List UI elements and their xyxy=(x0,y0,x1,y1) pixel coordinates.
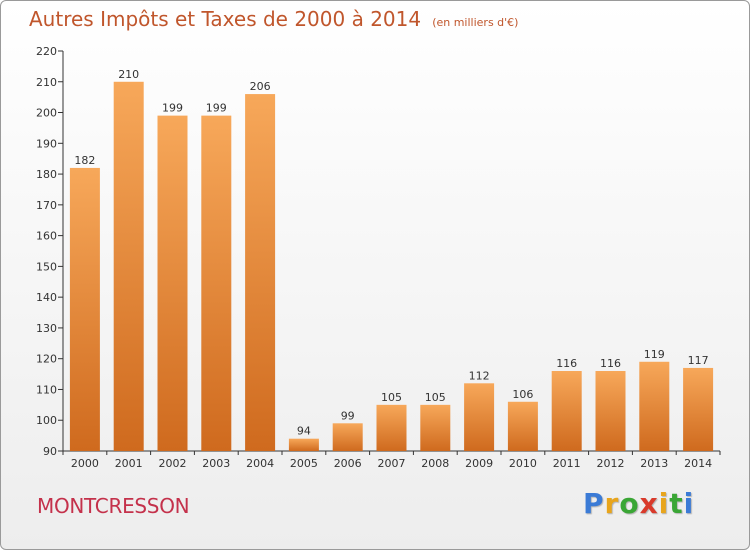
y-tick-label: 200 xyxy=(36,107,57,120)
bar-2001 xyxy=(113,81,144,452)
x-tick-label-2006: 2006 xyxy=(334,457,362,470)
value-label-2013: 119 xyxy=(644,348,665,361)
bar-2007 xyxy=(376,404,407,451)
logo-letter: o xyxy=(619,487,640,520)
title-row: Autres Impôts et Taxes de 2000 à 2014 (e… xyxy=(29,7,518,31)
bar-2006 xyxy=(332,423,363,451)
value-label-2007: 105 xyxy=(381,391,402,404)
y-tick-label: 190 xyxy=(36,137,57,150)
y-tick-label: 220 xyxy=(36,45,57,58)
y-tick-label: 210 xyxy=(36,76,57,89)
logo-letter: i xyxy=(658,487,670,520)
value-labels: 182 2000 210 2001 199 2002 199 2003 206 2004 94 200… xyxy=(71,68,712,470)
value-label-2001: 210 xyxy=(118,68,139,81)
value-label-2011: 116 xyxy=(556,357,577,370)
value-label-2004: 206 xyxy=(250,80,271,93)
x-tick-label-2000: 2000 xyxy=(71,457,99,470)
bar-2009 xyxy=(464,383,495,451)
bar-2003 xyxy=(201,115,232,451)
bar-2005 xyxy=(288,438,319,451)
logo-letter: P xyxy=(583,487,605,520)
x-tick-label-2011: 2011 xyxy=(553,457,581,470)
bar-2002 xyxy=(157,115,188,451)
logo-letter: t xyxy=(669,487,684,520)
axes: 90 100 110 120 130 140 150 160 170 180 190 200 210 22… xyxy=(36,45,721,458)
value-label-2010: 106 xyxy=(512,388,533,401)
bar-2014 xyxy=(683,367,714,451)
bar-2013 xyxy=(639,361,670,451)
x-tick-label-2008: 2008 xyxy=(421,457,449,470)
y-tick-label: 140 xyxy=(36,291,57,304)
y-tick-label: 90 xyxy=(43,445,57,458)
bar-2008 xyxy=(420,404,451,451)
value-label-2000: 182 xyxy=(74,154,95,167)
logo-letter: i xyxy=(683,487,695,520)
y-tick-label: 120 xyxy=(36,353,57,366)
x-tick-label-2012: 2012 xyxy=(597,457,625,470)
value-label-2012: 116 xyxy=(600,357,621,370)
bar-2012 xyxy=(595,371,626,451)
value-label-2003: 199 xyxy=(206,102,227,115)
y-tick-label: 160 xyxy=(36,230,57,243)
commune-name: MONTCRESSON xyxy=(37,494,190,518)
x-tick-label-2005: 2005 xyxy=(290,457,318,470)
bar-2000 xyxy=(69,167,100,451)
value-label-2002: 199 xyxy=(162,102,183,115)
value-label-2006: 99 xyxy=(341,409,355,422)
proxiti-logo: Proxiti xyxy=(583,487,694,520)
x-tick-label-2002: 2002 xyxy=(159,457,187,470)
x-tick-label-2007: 2007 xyxy=(378,457,406,470)
x-tick-label-2004: 2004 xyxy=(246,457,274,470)
x-tick-label-2001: 2001 xyxy=(115,457,143,470)
logo-letter: x xyxy=(639,487,659,520)
x-tick-label-2003: 2003 xyxy=(202,457,230,470)
value-label-2009: 112 xyxy=(469,369,490,382)
bar-2004 xyxy=(245,94,276,452)
x-tick-label-2013: 2013 xyxy=(640,457,668,470)
bar-2010 xyxy=(507,401,538,451)
chart-subtitle: (en milliers d'€) xyxy=(432,16,519,29)
y-tick-label: 100 xyxy=(36,414,57,427)
x-tick-label-2014: 2014 xyxy=(684,457,712,470)
y-tick-label: 130 xyxy=(36,322,57,335)
logo-letter: r xyxy=(604,487,620,520)
bars xyxy=(69,81,714,452)
y-tick-label: 110 xyxy=(36,383,57,396)
bar-2011 xyxy=(551,371,582,451)
value-label-2008: 105 xyxy=(425,391,446,404)
y-tick-label: 170 xyxy=(36,199,57,212)
x-tick-label-2010: 2010 xyxy=(509,457,537,470)
chart-title: Autres Impôts et Taxes de 2000 à 2014 xyxy=(29,7,422,31)
value-label-2014: 117 xyxy=(688,354,709,367)
x-tick-label-2009: 2009 xyxy=(465,457,493,470)
value-label-2005: 94 xyxy=(297,425,311,438)
y-tick-label: 180 xyxy=(36,168,57,181)
y-tick-label: 150 xyxy=(36,260,57,273)
